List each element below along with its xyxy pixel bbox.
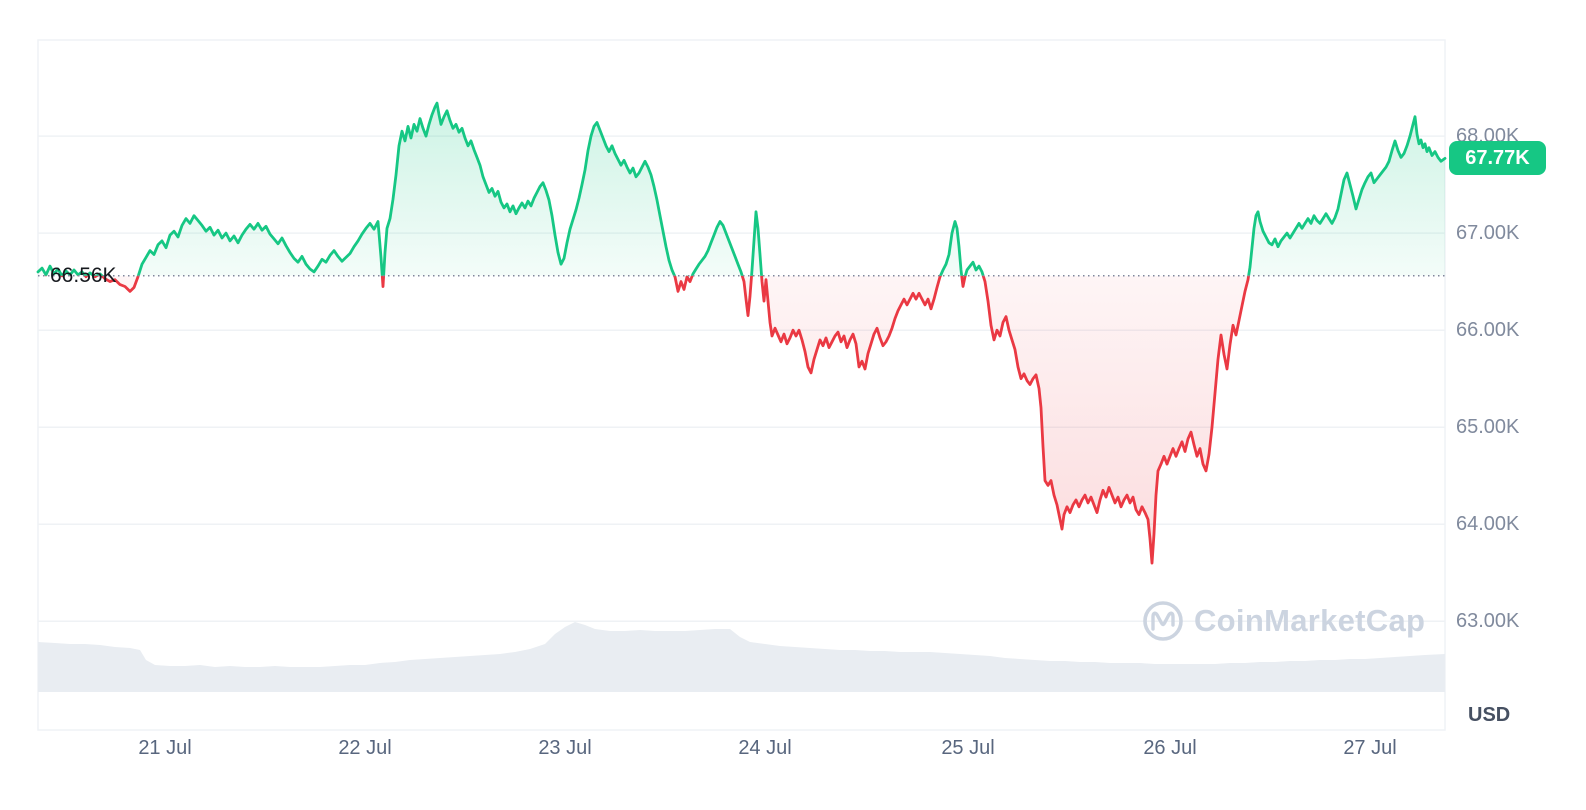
price-area-up [38, 103, 1445, 276]
price-line-down [44, 275, 1251, 565]
volume-area [38, 622, 1445, 692]
plot-border [37, 39, 1446, 731]
price-line-up [36, 101, 1447, 276]
price-area-down [85, 275, 1249, 564]
coinmarketcap-logo-icon [1143, 601, 1183, 641]
